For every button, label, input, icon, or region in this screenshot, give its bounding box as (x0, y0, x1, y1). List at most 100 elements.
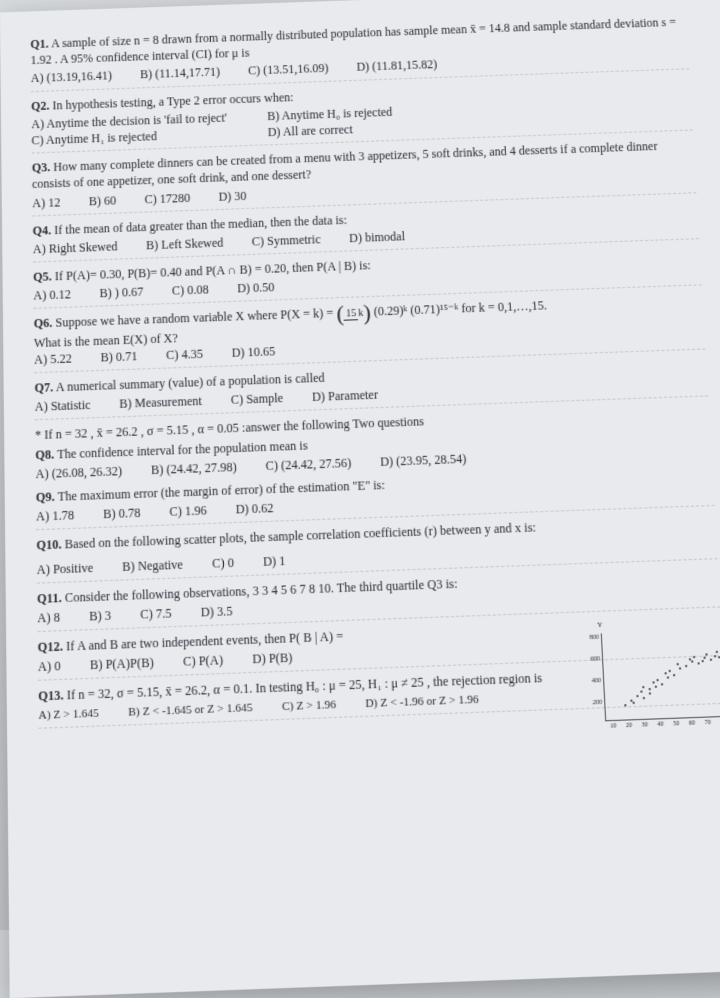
scatter-point (673, 674, 675, 676)
q12-label: Q12. (38, 639, 64, 655)
q12-opt-b: B) P(A)P(B) (90, 654, 154, 674)
q7-opt-d: D) Parameter (312, 386, 379, 405)
scatter-point (661, 683, 663, 685)
scatter-point (643, 697, 645, 699)
q3-opt-c: C) 17280 (144, 189, 190, 207)
q9-opt-b: B) 0.78 (103, 504, 141, 523)
q9-opt-d: D) 0.62 (235, 500, 273, 519)
q3-opt-b: B) 60 (89, 192, 117, 209)
q10-opt-d: D) 1 (263, 552, 286, 570)
scatter-ytick: 600 (590, 655, 600, 664)
q6-opt-c: C) 4.35 (166, 345, 203, 363)
scatter-xtick: 10 (610, 722, 617, 731)
exam-page: Q1. A sample of size n = 8 drawn from a … (0, 0, 720, 998)
scatter-point (703, 657, 705, 659)
scatter-xtick: 50 (673, 720, 680, 729)
scatter-ytick: 400 (591, 677, 601, 686)
q1-opt-b: B) (11.14,17.71) (140, 64, 220, 83)
q9-label: Q9. (36, 489, 55, 505)
q13-label: Q13. (38, 688, 64, 704)
q6-opt-d: D) 10.65 (231, 343, 275, 361)
paren-close-icon: ) (363, 300, 371, 326)
scatter-point (624, 704, 626, 706)
q6-stem-post: (0.29)ᵏ (0.71)¹⁵⁻ᵏ for k = 0,1,…,15. (374, 299, 548, 320)
q8-opt-c: C) (24.42, 27.56) (265, 454, 351, 474)
q5-label: Q5. (33, 269, 52, 284)
q13-opt-b: B) Z < -1.645 or Z > 1.645 (128, 700, 253, 721)
q7-opt-a: A) Statistic (35, 397, 91, 416)
scatter-point (701, 660, 703, 662)
q7-label: Q7. (34, 380, 53, 395)
q1-opt-a: A) (13.19,16.41) (31, 68, 112, 87)
q4-opt-d: D) bimodal (349, 228, 405, 247)
scatter-point (667, 676, 669, 678)
q4-opt-c: C) Symmetric (252, 231, 321, 250)
scatter-point (706, 653, 708, 655)
q8-label: Q8. (35, 447, 54, 462)
q11-opt-a: A) 8 (37, 609, 60, 627)
scatter-point (649, 688, 651, 690)
scatter-point (713, 655, 715, 657)
q10-opt-a: A) Positive (37, 559, 94, 578)
scatter-point (676, 663, 678, 665)
q11-label: Q11. (37, 590, 62, 606)
q10-label: Q10. (36, 537, 61, 553)
q2-label: Q2. (31, 98, 50, 113)
scatter-point (710, 658, 712, 660)
q5-opt-a: A) 0.12 (33, 286, 71, 304)
scatter-point (691, 661, 693, 663)
q13-opt-d: D) Z < -1.96 or Z > 1.96 (365, 692, 479, 712)
q10-opt-b: B) Negative (122, 555, 183, 574)
q11-opt-d: D) 3.5 (200, 602, 232, 621)
q1-opt-d: D) (11.81,15.82) (356, 56, 437, 75)
q6-opt-a: A) 5.22 (34, 350, 72, 368)
q5-opt-c: C) 0.08 (172, 281, 209, 299)
q8-opt-a: A) (26.08, 26.32) (35, 462, 122, 482)
q12-opt-a: A) 0 (38, 657, 61, 675)
q6-opt-b: B) 0.71 (100, 348, 137, 366)
q11-opt-c: C) 7.5 (140, 604, 172, 623)
scatter-ytick: 200 (592, 698, 602, 707)
scatter-point (669, 670, 671, 672)
scatter-point (652, 681, 654, 683)
scatter-xtick: 30 (641, 721, 648, 730)
scatter-point (657, 679, 659, 681)
scatter-ytick: 800 (589, 633, 599, 642)
scatter-point (679, 667, 681, 669)
q6-label: Q6. (34, 316, 53, 331)
q13-opt-c: C) Z > 1.96 (282, 697, 336, 715)
q3-opt-a: A) 12 (32, 194, 60, 211)
scatter-point (655, 686, 657, 688)
scatter-point (698, 662, 700, 664)
q12-opt-c: C) P(A) (183, 652, 224, 671)
q12-opt-d: D) P(B) (252, 649, 293, 668)
scatter-point (636, 695, 638, 697)
q1-opt-c: C) (13.51,16.09) (248, 60, 329, 79)
q3-label: Q3. (32, 160, 51, 175)
q1-label: Q1. (30, 37, 49, 52)
q8-opt-d: D) (23.95, 28.54) (380, 450, 467, 470)
scatter-plot: Y X 8006004002001020304050607080 (601, 629, 720, 722)
q10-opt-c: C) 0 (212, 554, 234, 572)
scatter-point (688, 658, 690, 660)
scatter-point (642, 686, 644, 688)
q3-opt-d: D) 30 (218, 187, 246, 204)
scatter-point (664, 672, 666, 674)
q9-opt-a: A) 1.78 (36, 507, 74, 526)
q4-opt-a: A) Right Skewed (33, 238, 118, 258)
scatter-xtick: 40 (657, 720, 664, 729)
scatter-xtick: 60 (689, 719, 696, 728)
q5-opt-b: B) ) 0.67 (99, 284, 143, 302)
q13-opt-a: A) Z > 1.645 (38, 705, 99, 723)
scatter-point (649, 692, 651, 694)
scatter-point (640, 691, 642, 693)
scatter-point (716, 651, 718, 653)
q4-label: Q4. (32, 223, 51, 238)
scatter-point (633, 701, 635, 703)
q7-opt-b: B) Measurement (119, 393, 202, 413)
scatter-y-axis-label: Y (597, 620, 603, 630)
q8-opt-b: B) (24.42, 27.98) (151, 458, 237, 478)
q4-opt-b: B) Left Skewed (146, 234, 224, 253)
scatter-xtick: 70 (704, 718, 711, 727)
q5-opt-d: D) 0.50 (237, 279, 275, 297)
